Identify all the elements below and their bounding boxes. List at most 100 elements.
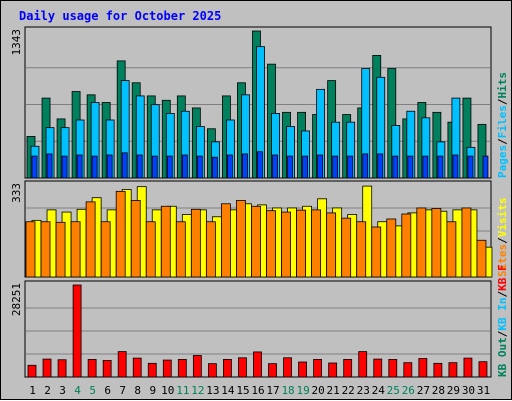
bar-kbytes <box>192 355 202 378</box>
bar-sites <box>115 190 126 278</box>
bar-sites <box>266 210 276 278</box>
x-tick-label: 13 <box>206 384 219 397</box>
bar-pages <box>272 154 278 179</box>
bar-sites <box>236 200 246 278</box>
bar-pages <box>422 155 429 179</box>
x-tick-label: 5 <box>89 384 96 397</box>
bar-sites <box>130 200 141 278</box>
bar-pages <box>76 154 83 179</box>
bar-kbytes <box>463 357 473 378</box>
x-tick-label: 14 <box>221 384 235 397</box>
bar-sites <box>296 209 306 278</box>
bar-pages <box>211 156 218 179</box>
x-tick-label: 10 <box>161 384 174 397</box>
legend-item: Files <box>496 105 509 138</box>
legend-item: Visits <box>496 198 509 238</box>
bar-sites <box>205 221 216 278</box>
bar-kbytes <box>313 359 323 378</box>
bar-kbytes <box>268 363 277 378</box>
x-tick-label: 4 <box>74 384 81 397</box>
bar-sites <box>160 205 171 278</box>
bar-kbytes <box>57 359 67 378</box>
x-tick-label: 16 <box>251 384 264 397</box>
bar-pages <box>452 154 459 179</box>
bar-sites <box>446 221 457 278</box>
bar-kbytes <box>433 362 443 378</box>
legend-visits-sites: Sites/Visits <box>496 198 509 278</box>
bar-kbytes <box>373 358 383 378</box>
bar-sites <box>311 209 322 278</box>
bar-sites <box>341 217 352 278</box>
bar-kbytes <box>132 357 142 378</box>
bar-kbytes <box>328 362 338 378</box>
x-tick-label: 17 <box>266 384 279 397</box>
bar-pages <box>166 155 173 179</box>
bar-sites <box>416 207 427 278</box>
legend-item: Pages <box>496 145 509 178</box>
bar-hits <box>477 123 487 179</box>
bar-kbytes <box>162 359 172 378</box>
bar-pages <box>332 155 339 179</box>
bar-sites <box>85 201 96 278</box>
bar-kbytes <box>87 359 97 378</box>
bar-kbytes <box>238 357 247 378</box>
bar-pages <box>257 151 263 179</box>
bar-sites <box>190 208 201 278</box>
bar-sites <box>476 239 487 278</box>
bar-pages <box>467 155 474 179</box>
x-tick-label: 3 <box>59 384 66 397</box>
bar-pages <box>121 152 128 179</box>
bar-pages <box>46 153 53 179</box>
x-tick-label: 7 <box>119 384 126 397</box>
x-tick-label: 1 <box>29 384 36 397</box>
legend-item: Hits <box>496 72 509 99</box>
bar-pages <box>136 154 143 179</box>
bar-pages <box>242 153 248 179</box>
x-tick-label: 18 <box>281 384 294 397</box>
bar-kbytes <box>27 364 37 378</box>
legend-item: Sites <box>496 244 509 277</box>
bar-kbytes <box>418 358 428 378</box>
bar-sites <box>100 221 111 278</box>
legend-kbytes: KB Out/KB In/KB F <box>496 264 509 377</box>
x-tick-label: 12 <box>191 384 204 397</box>
bar-sites <box>25 221 36 278</box>
bar-kbytes <box>42 358 52 378</box>
bar-pages <box>227 154 233 179</box>
x-tick-label: 29 <box>447 384 460 397</box>
bar-kbytes <box>343 359 353 378</box>
bar-pages <box>392 155 399 179</box>
x-tick-label: 8 <box>134 384 141 397</box>
bar-sites <box>431 208 442 278</box>
bar-kbytes <box>448 362 458 378</box>
x-tick-label: 15 <box>236 384 249 397</box>
bar-pages <box>31 155 38 179</box>
bar-kbytes <box>72 284 82 378</box>
bar-kbytes <box>358 351 368 378</box>
bar-kbytes <box>102 359 112 378</box>
x-tick-label: 26 <box>402 384 415 397</box>
bar-sites <box>461 207 472 278</box>
bar-sites <box>251 205 261 278</box>
x-tick-label: 19 <box>296 384 309 397</box>
bar-sites <box>281 211 291 278</box>
x-tick-label: 21 <box>327 384 340 397</box>
x-tick-label: 31 <box>477 384 490 397</box>
legend-item: / <box>496 237 509 244</box>
bar-pages <box>181 154 188 179</box>
y-max-label: 28251 <box>10 283 23 316</box>
bar-pages <box>407 155 414 179</box>
x-tick-label: 25 <box>387 384 400 397</box>
bar-kbytes <box>388 359 398 378</box>
bar-sites <box>371 226 382 278</box>
legend-item: KB F <box>496 264 509 291</box>
x-tick-label: 24 <box>372 384 386 397</box>
bar-sites <box>175 221 186 278</box>
bar-kbytes <box>117 351 127 378</box>
bar-pages <box>347 155 354 179</box>
x-tick-label: 20 <box>312 384 325 397</box>
bar-pages <box>362 153 369 179</box>
legend-item: KB Out <box>496 337 509 377</box>
legend-item: / <box>496 138 509 145</box>
x-tick-label: 9 <box>149 384 156 397</box>
